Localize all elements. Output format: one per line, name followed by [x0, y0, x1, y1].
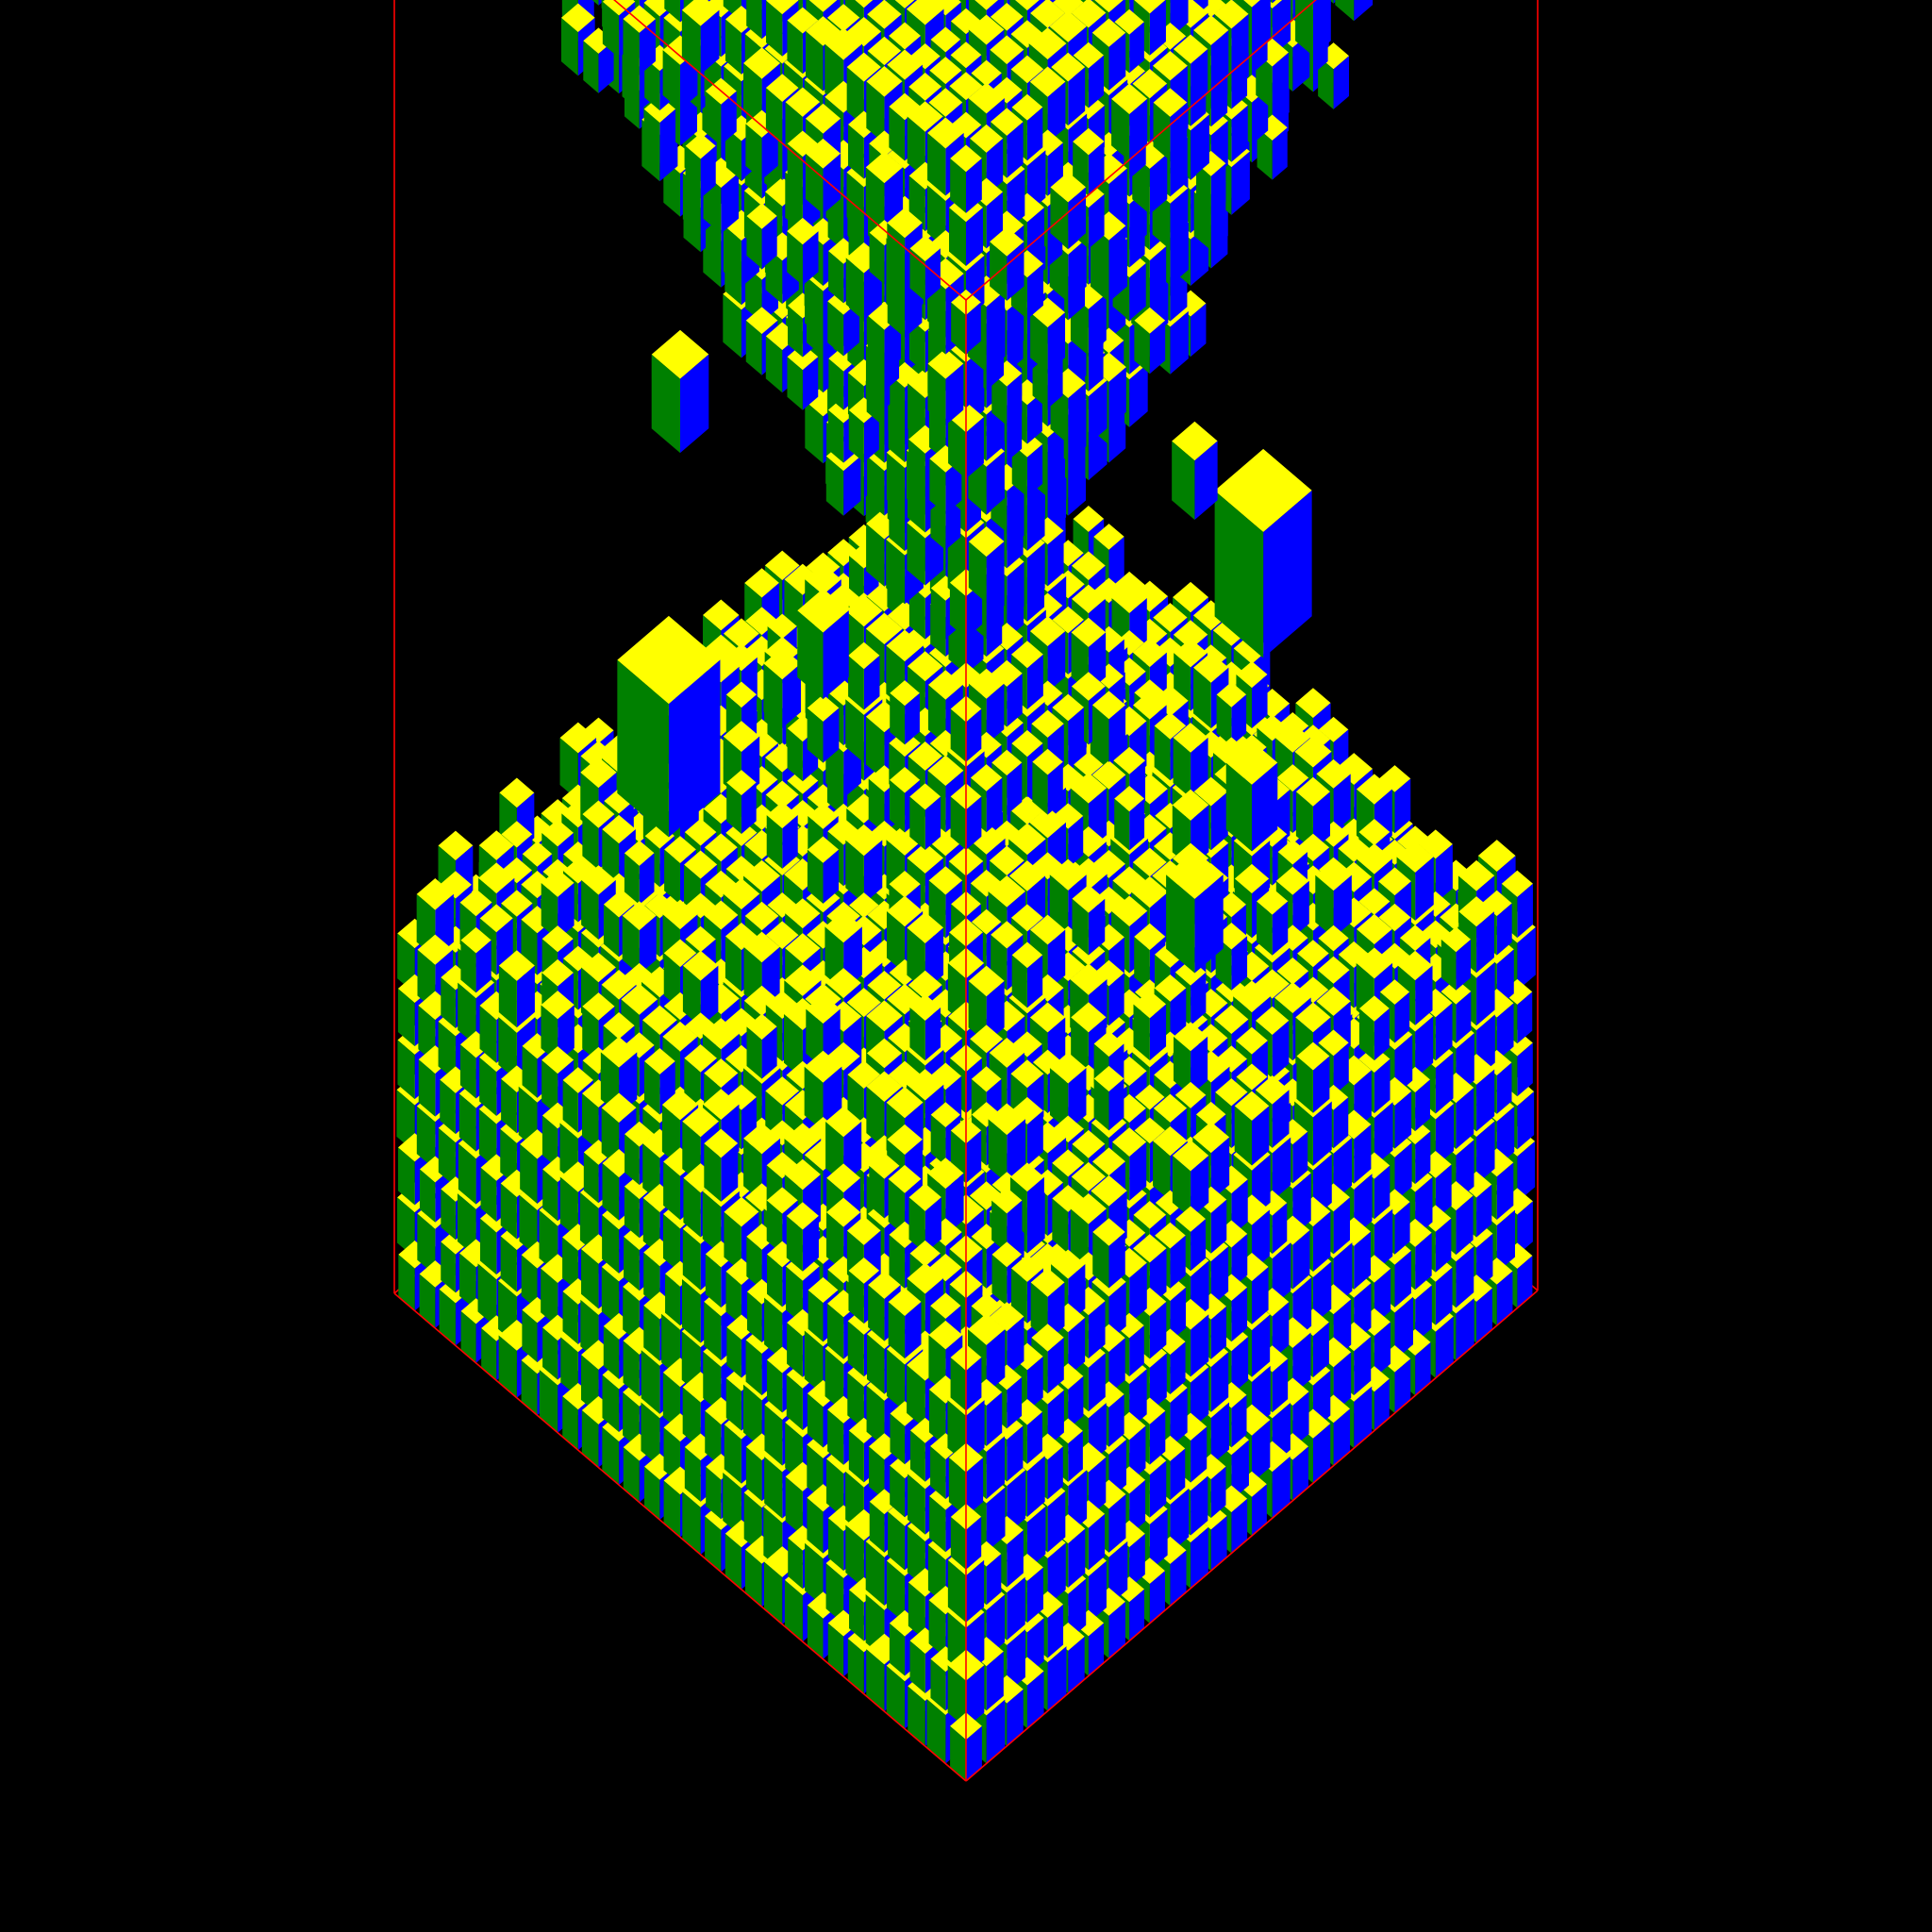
cube-top-face: [1073, 506, 1105, 533]
voxel-cubes: [396, 0, 1536, 1781]
